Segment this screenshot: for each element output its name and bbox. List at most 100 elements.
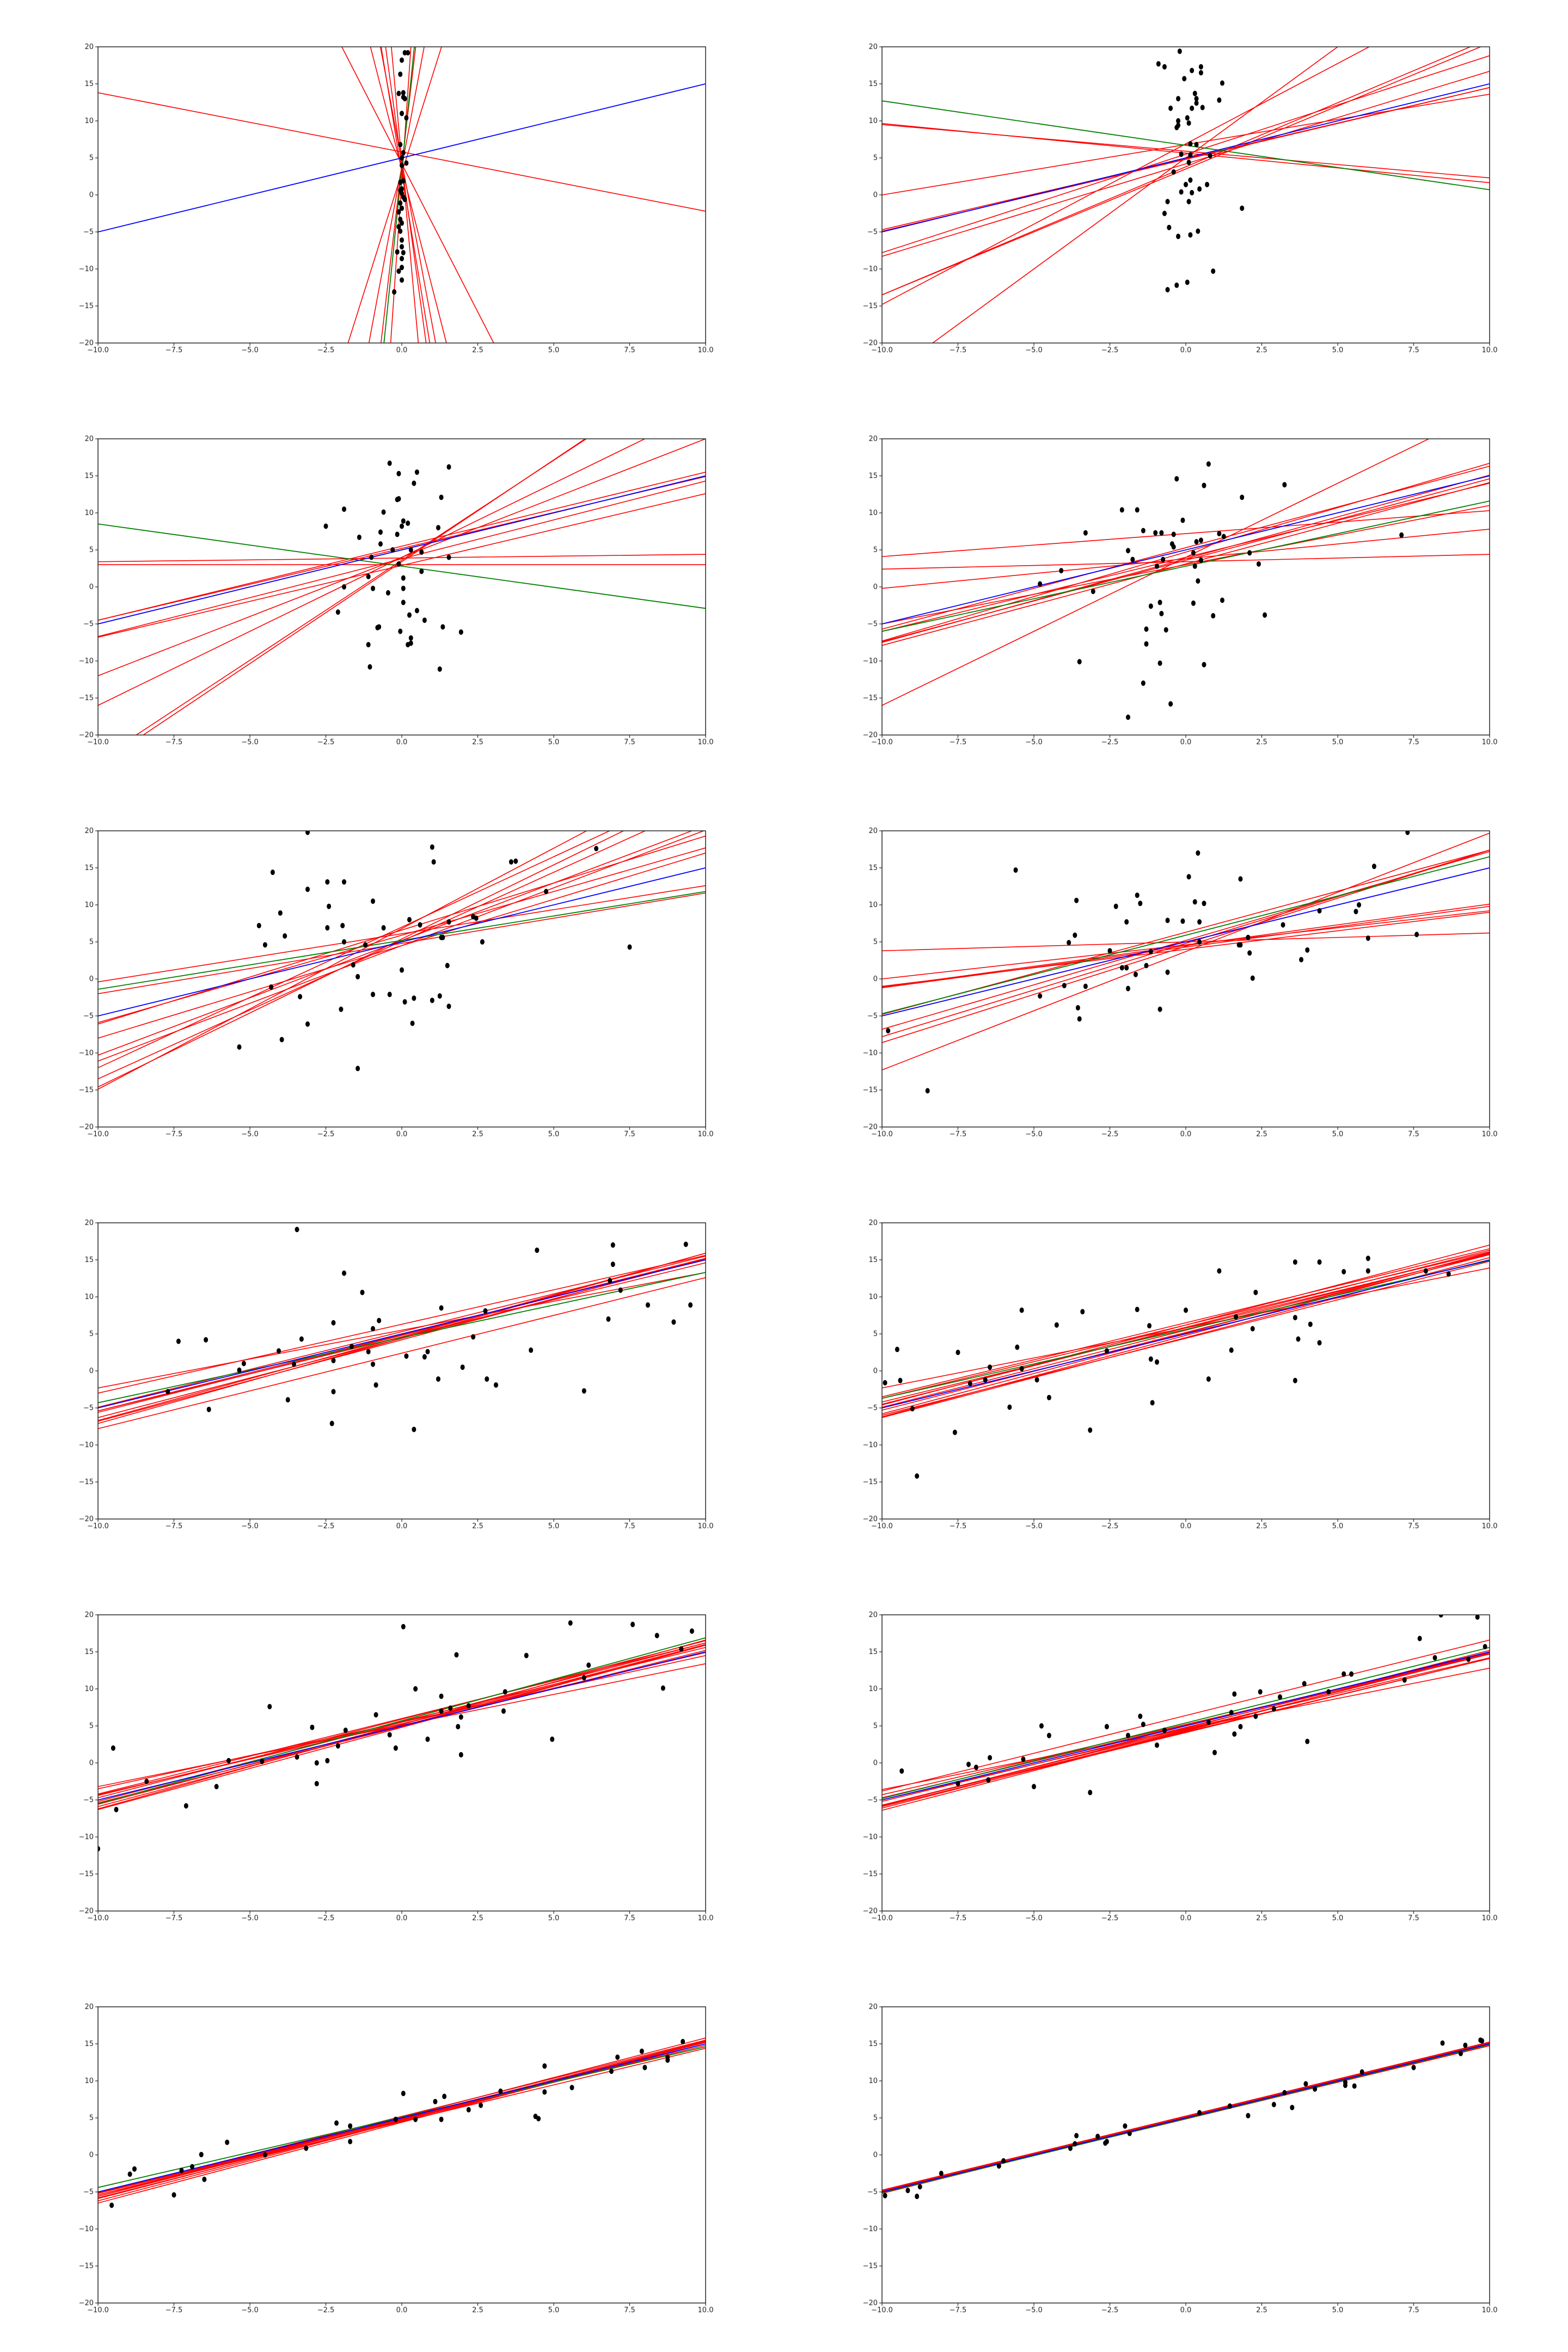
data-point (206, 1406, 211, 1412)
data-point (1229, 1347, 1234, 1353)
chart-panel-11: −10.0 −7.5 −5.0 −2.5 0.0 2.5 5.0 7.5 10.0 −20 −15 −… (79, 2003, 714, 2314)
y-tick-label: −20 (863, 731, 878, 739)
data-point (404, 115, 409, 121)
data-point (1184, 1307, 1188, 1313)
data-point (1466, 1656, 1471, 1662)
data-point (1068, 2145, 1073, 2151)
bootstrap-line (390, 47, 419, 343)
y-tick-label: −20 (863, 1515, 878, 1523)
data-point (398, 71, 403, 77)
y-tick-label: 20 (868, 1611, 878, 1619)
data-point (422, 1354, 427, 1360)
data-point (483, 1308, 488, 1314)
data-point (378, 541, 383, 547)
data-point (1197, 186, 1202, 192)
data-point (665, 2057, 670, 2063)
data-point (366, 1349, 371, 1355)
y-tick-label: 10 (84, 117, 94, 125)
plot-area (882, 1223, 1490, 1519)
data-point (1188, 232, 1193, 238)
y-tick-label: 15 (84, 80, 94, 88)
bootstrap-line (98, 1277, 706, 1429)
x-tick-label: 5.0 (548, 346, 560, 354)
data-point (1103, 2140, 1108, 2146)
y-tick-label: 5 (89, 1330, 94, 1338)
data-point (1253, 1713, 1258, 1719)
data-point (1247, 550, 1252, 556)
data-point (689, 1628, 694, 1634)
data-point (1153, 530, 1158, 536)
data-point (1144, 641, 1149, 647)
data-point (1317, 908, 1322, 914)
y-tick-label: 10 (868, 1685, 878, 1693)
data-point (375, 624, 380, 630)
data-point (610, 1242, 615, 1248)
data-point (1167, 224, 1172, 230)
bootstrap-line (98, 885, 706, 983)
data-point (1165, 969, 1170, 975)
x-tick-label: −10.0 (87, 1522, 109, 1530)
y-tick-label: 10 (84, 901, 94, 909)
data-point (446, 464, 451, 470)
data-point (1125, 714, 1130, 720)
data-point (425, 1349, 430, 1355)
data-point (370, 1326, 375, 1332)
x-tick-label: −10.0 (871, 1914, 893, 1922)
data-point (1073, 932, 1077, 938)
data-point (400, 205, 404, 211)
x-tick-label: 5.0 (548, 2306, 560, 2314)
data-point (366, 573, 371, 579)
bootstrap-line (98, 471, 706, 621)
bootstrap-line (882, 1248, 1490, 1398)
bootstrap-line (98, 1640, 706, 1798)
data-point (109, 2202, 114, 2208)
x-tick-label: −7.5 (166, 1130, 183, 1138)
x-tick-label: −2.5 (1101, 2306, 1119, 2314)
data-point (988, 1755, 993, 1761)
x-tick-label: 10.0 (1482, 1914, 1498, 1922)
lines-layer (98, 2037, 706, 2204)
data-point (373, 1712, 378, 1718)
data-point (401, 575, 406, 581)
y-tick-label: 5 (89, 154, 94, 162)
data-point (1232, 1731, 1237, 1737)
bootstrap-line (882, 47, 1472, 296)
data-point (367, 664, 372, 670)
data-point (983, 1377, 988, 1383)
data-point (1046, 1732, 1051, 1738)
y-tick-label: −15 (863, 2262, 878, 2270)
data-point (413, 2116, 418, 2122)
data-point (214, 1784, 219, 1790)
y-tick-label: 0 (89, 975, 94, 983)
fit-line (882, 2044, 1490, 2194)
data-point (370, 991, 375, 997)
data-point (278, 910, 283, 916)
bootstrap-line (98, 554, 706, 562)
x-tick-label: 7.5 (624, 1522, 635, 1530)
x-tick-label: 2.5 (472, 738, 483, 746)
data-point (334, 2120, 339, 2126)
data-point (688, 1302, 693, 1308)
lines-layer (98, 1637, 706, 1810)
data-point (1177, 48, 1182, 54)
x-tick-label: 5.0 (1332, 2306, 1344, 2314)
y-tick-label: −15 (79, 1086, 94, 1094)
data-point (446, 919, 451, 925)
data-point (298, 994, 303, 1000)
data-point (237, 1367, 242, 1373)
fit-line (98, 2046, 706, 2188)
bootstrap-line (98, 1258, 706, 1418)
bootstrap-line (882, 1658, 1490, 1806)
y-tick-label: −5 (867, 620, 878, 628)
data-point (594, 846, 599, 852)
chart-panel-4: −10.0 −7.5 −5.0 −2.5 0.0 2.5 5.0 7.5 10.0 −20 −15 −… (863, 435, 1498, 746)
data-point (1227, 2103, 1232, 2109)
data-point (1083, 530, 1088, 536)
data-point (1135, 507, 1140, 513)
x-tick-label: 10.0 (698, 1130, 714, 1138)
data-point (1176, 234, 1181, 240)
x-tick-label: 2.5 (1256, 738, 1267, 746)
bootstrap-line (98, 831, 705, 1062)
data-point (1206, 1376, 1211, 1382)
true-line (882, 867, 1490, 1016)
